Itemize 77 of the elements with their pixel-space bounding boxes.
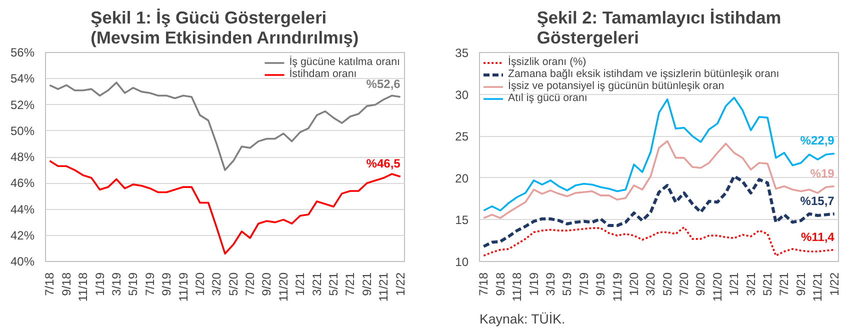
chart-title: Şekil 2: Tamamlayıcı İstihdam Göstergeleri	[536, 8, 782, 48]
x-tick-label: 11/19	[610, 272, 624, 302]
x-tick-label: 9/20	[694, 272, 708, 296]
legend-label: İstihdam oranı	[289, 68, 357, 80]
x-tick-label: 11/18	[510, 272, 524, 302]
x-tick-label: 1/19	[526, 272, 541, 296]
x-tick-label: 11/20	[276, 272, 290, 302]
x-tick-label: 9/18	[59, 272, 74, 296]
x-tick-label: 7/19	[142, 272, 157, 296]
y-tick-label: 15	[455, 213, 469, 228]
x-tick-label: 9/19	[160, 272, 174, 296]
x-tick-label: 7/20	[243, 272, 258, 296]
annotation: %15,7	[800, 194, 835, 208]
x-tick-label: 5/19	[126, 272, 140, 296]
x-tick-label: 9/21	[360, 272, 374, 296]
x-tick-label: 3/19	[543, 272, 558, 296]
x-tick-label: 1/21	[293, 272, 308, 296]
x-tick-label: 11/18	[76, 272, 90, 302]
x-tick-label: 7/18	[42, 272, 57, 296]
y-tick-label: 46%	[10, 176, 35, 190]
x-tick-label: 5/21	[326, 272, 341, 296]
y-tick-label: 50%	[10, 124, 35, 138]
y-tick-label: 48%	[10, 150, 35, 164]
x-tick-label: 7/18	[476, 272, 491, 296]
x-tick-label: 5/21	[760, 272, 775, 296]
x-tick-label: 3/21	[744, 272, 758, 296]
y-tick-label: 56%	[10, 46, 35, 60]
y-tick-label: 54%	[10, 72, 35, 86]
y-tick-label: 30	[455, 88, 469, 102]
x-tick-label: 1/20	[626, 272, 641, 296]
x-tick-label: 1/19	[92, 272, 107, 296]
y-tick-label: 40%	[10, 254, 35, 268]
annotation: %11,4	[800, 230, 835, 244]
line-series	[482, 226, 836, 257]
x-tick-label: 9/21	[794, 272, 808, 296]
x-tick-label: 11/21	[376, 272, 391, 302]
x-tick-label: 5/20	[660, 272, 674, 296]
x-tick-label: 3/20	[644, 272, 658, 296]
x-tick-label: 11/20	[710, 272, 724, 302]
x-tick-label: 11/19	[176, 272, 190, 302]
line-series	[48, 82, 402, 171]
x-tick-label: 11/21	[810, 272, 825, 302]
annotation: %52,6	[366, 76, 401, 91]
y-tick-label: 44%	[10, 202, 35, 216]
annotation: %46,5	[366, 156, 401, 171]
x-tick-label: 9/20	[260, 272, 274, 296]
x-tick-label: 7/21	[777, 272, 792, 296]
y-tick-label: 20	[455, 171, 469, 186]
x-tick-label: 1/22	[393, 272, 408, 296]
legend-label: İşsizlik oranı (%)	[508, 56, 586, 68]
legend-label: İş gücüne katılma oranı	[289, 56, 400, 68]
legend-label: Atıl iş gücü oranı	[508, 92, 588, 104]
x-tick-label: 3/21	[310, 272, 324, 296]
x-tick-label: 1/21	[727, 272, 742, 296]
y-tick-label: 42%	[10, 228, 35, 242]
x-tick-label: 5/19	[560, 272, 574, 296]
x-tick-label: 7/20	[677, 272, 692, 296]
x-tick-label: 1/20	[192, 272, 207, 296]
y-tick-label: 25	[455, 130, 469, 144]
line-series	[48, 160, 402, 255]
chart-title: Şekil 1: İş Gücü Göstergeleri (Mevsim Etkisinden Arındırılmış)	[90, 8, 359, 48]
x-tick-label: 3/20	[210, 272, 224, 296]
x-tick-label: 3/19	[109, 272, 124, 296]
y-tick-label: 52%	[10, 98, 35, 112]
x-tick-label: 5/20	[226, 272, 240, 296]
x-tick-label: 7/21	[343, 272, 358, 296]
y-tick-label: 35	[455, 46, 469, 60]
x-tick-label: 9/18	[493, 272, 508, 296]
y-tick-label: 10	[455, 255, 469, 269]
x-tick-label: 7/19	[576, 272, 591, 296]
legend-label: İşsiz ve potansiyel iş gücünün bütünleşik oran	[508, 80, 724, 92]
x-tick-label: 9/19	[594, 272, 608, 296]
legend-label: Zamana bağlı eksik istihdam ve işsizlerin bütünleşik oranı	[508, 68, 780, 80]
annotation: %19	[810, 166, 835, 180]
annotation: %22,9	[800, 134, 835, 148]
text: Kaynak: TÜİK.	[480, 312, 566, 326]
x-tick-label: 1/22	[827, 272, 842, 296]
